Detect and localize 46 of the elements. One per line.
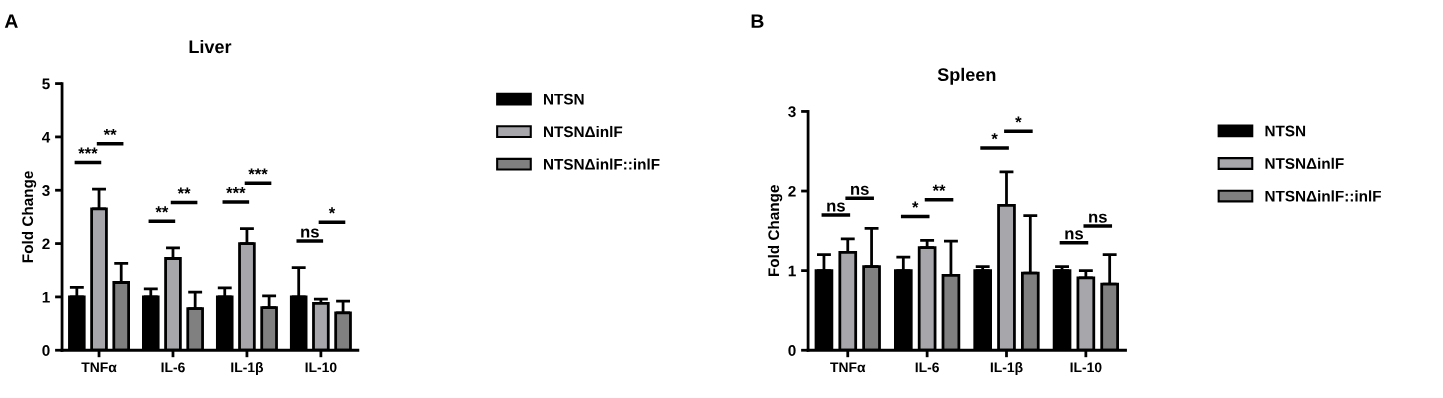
annotation: * bbox=[991, 133, 998, 140]
annotation: * bbox=[1015, 116, 1022, 123]
text: B bbox=[751, 14, 764, 28]
chart-title: Liver bbox=[189, 39, 232, 54]
annotation: ns bbox=[1089, 213, 1107, 223]
y-tick-label: 0 bbox=[788, 345, 796, 356]
annotation: *** bbox=[226, 187, 246, 194]
y-tick-label: 2 bbox=[788, 185, 796, 197]
y-tick-label: 4 bbox=[41, 131, 51, 143]
legend-label: NTSNΔinlF::inlF bbox=[1265, 190, 1381, 202]
x-tick-label: TNFα bbox=[830, 362, 866, 373]
text: A bbox=[4, 14, 18, 28]
legend-label: NTSNΔinlF bbox=[544, 125, 623, 138]
y-axis-title: Fold Change bbox=[767, 185, 783, 277]
annotation: ns bbox=[301, 228, 319, 238]
x-tick-label: TNFα bbox=[81, 362, 117, 373]
annotation: ns bbox=[827, 202, 845, 212]
y-tick-label: 3 bbox=[42, 185, 50, 196]
y-tick-label: 2 bbox=[42, 238, 50, 250]
annotation: ** bbox=[103, 128, 117, 136]
annotation: ns bbox=[851, 185, 869, 195]
annotation: *** bbox=[248, 168, 268, 175]
y-tick-label: 3 bbox=[788, 106, 796, 118]
x-tick-label: IL-10 bbox=[305, 362, 337, 373]
x-tick-label: IL-10 bbox=[1070, 362, 1102, 373]
chart-title: Spleen bbox=[937, 67, 996, 85]
legend-label: NTSNΔinlF bbox=[1265, 157, 1344, 169]
x-tick-label: IL-1β bbox=[231, 362, 264, 375]
x-tick-label: IL-6 bbox=[915, 362, 939, 373]
annotation: ** bbox=[155, 206, 169, 213]
y-axis-title: Fold Change bbox=[21, 171, 37, 263]
y-tick-label: 1 bbox=[788, 265, 796, 277]
legend-label: NTSN bbox=[544, 93, 584, 105]
y-tick-label: 5 bbox=[42, 78, 50, 90]
y-tick-label: 0 bbox=[42, 345, 50, 356]
annotation: * bbox=[912, 201, 919, 208]
x-tick-label: IL-1β bbox=[990, 362, 1023, 375]
annotation: * bbox=[328, 207, 336, 214]
annotation: *** bbox=[78, 147, 98, 154]
annotation: ** bbox=[932, 184, 946, 192]
legend-label: NTSN bbox=[1265, 125, 1306, 137]
legend-label: NTSNΔinlF::inlF bbox=[544, 158, 660, 170]
x-tick-label: IL-6 bbox=[161, 362, 185, 373]
annotation: ** bbox=[177, 187, 191, 194]
annotation: ns bbox=[1065, 230, 1083, 240]
y-tick-label: 1 bbox=[42, 291, 50, 303]
